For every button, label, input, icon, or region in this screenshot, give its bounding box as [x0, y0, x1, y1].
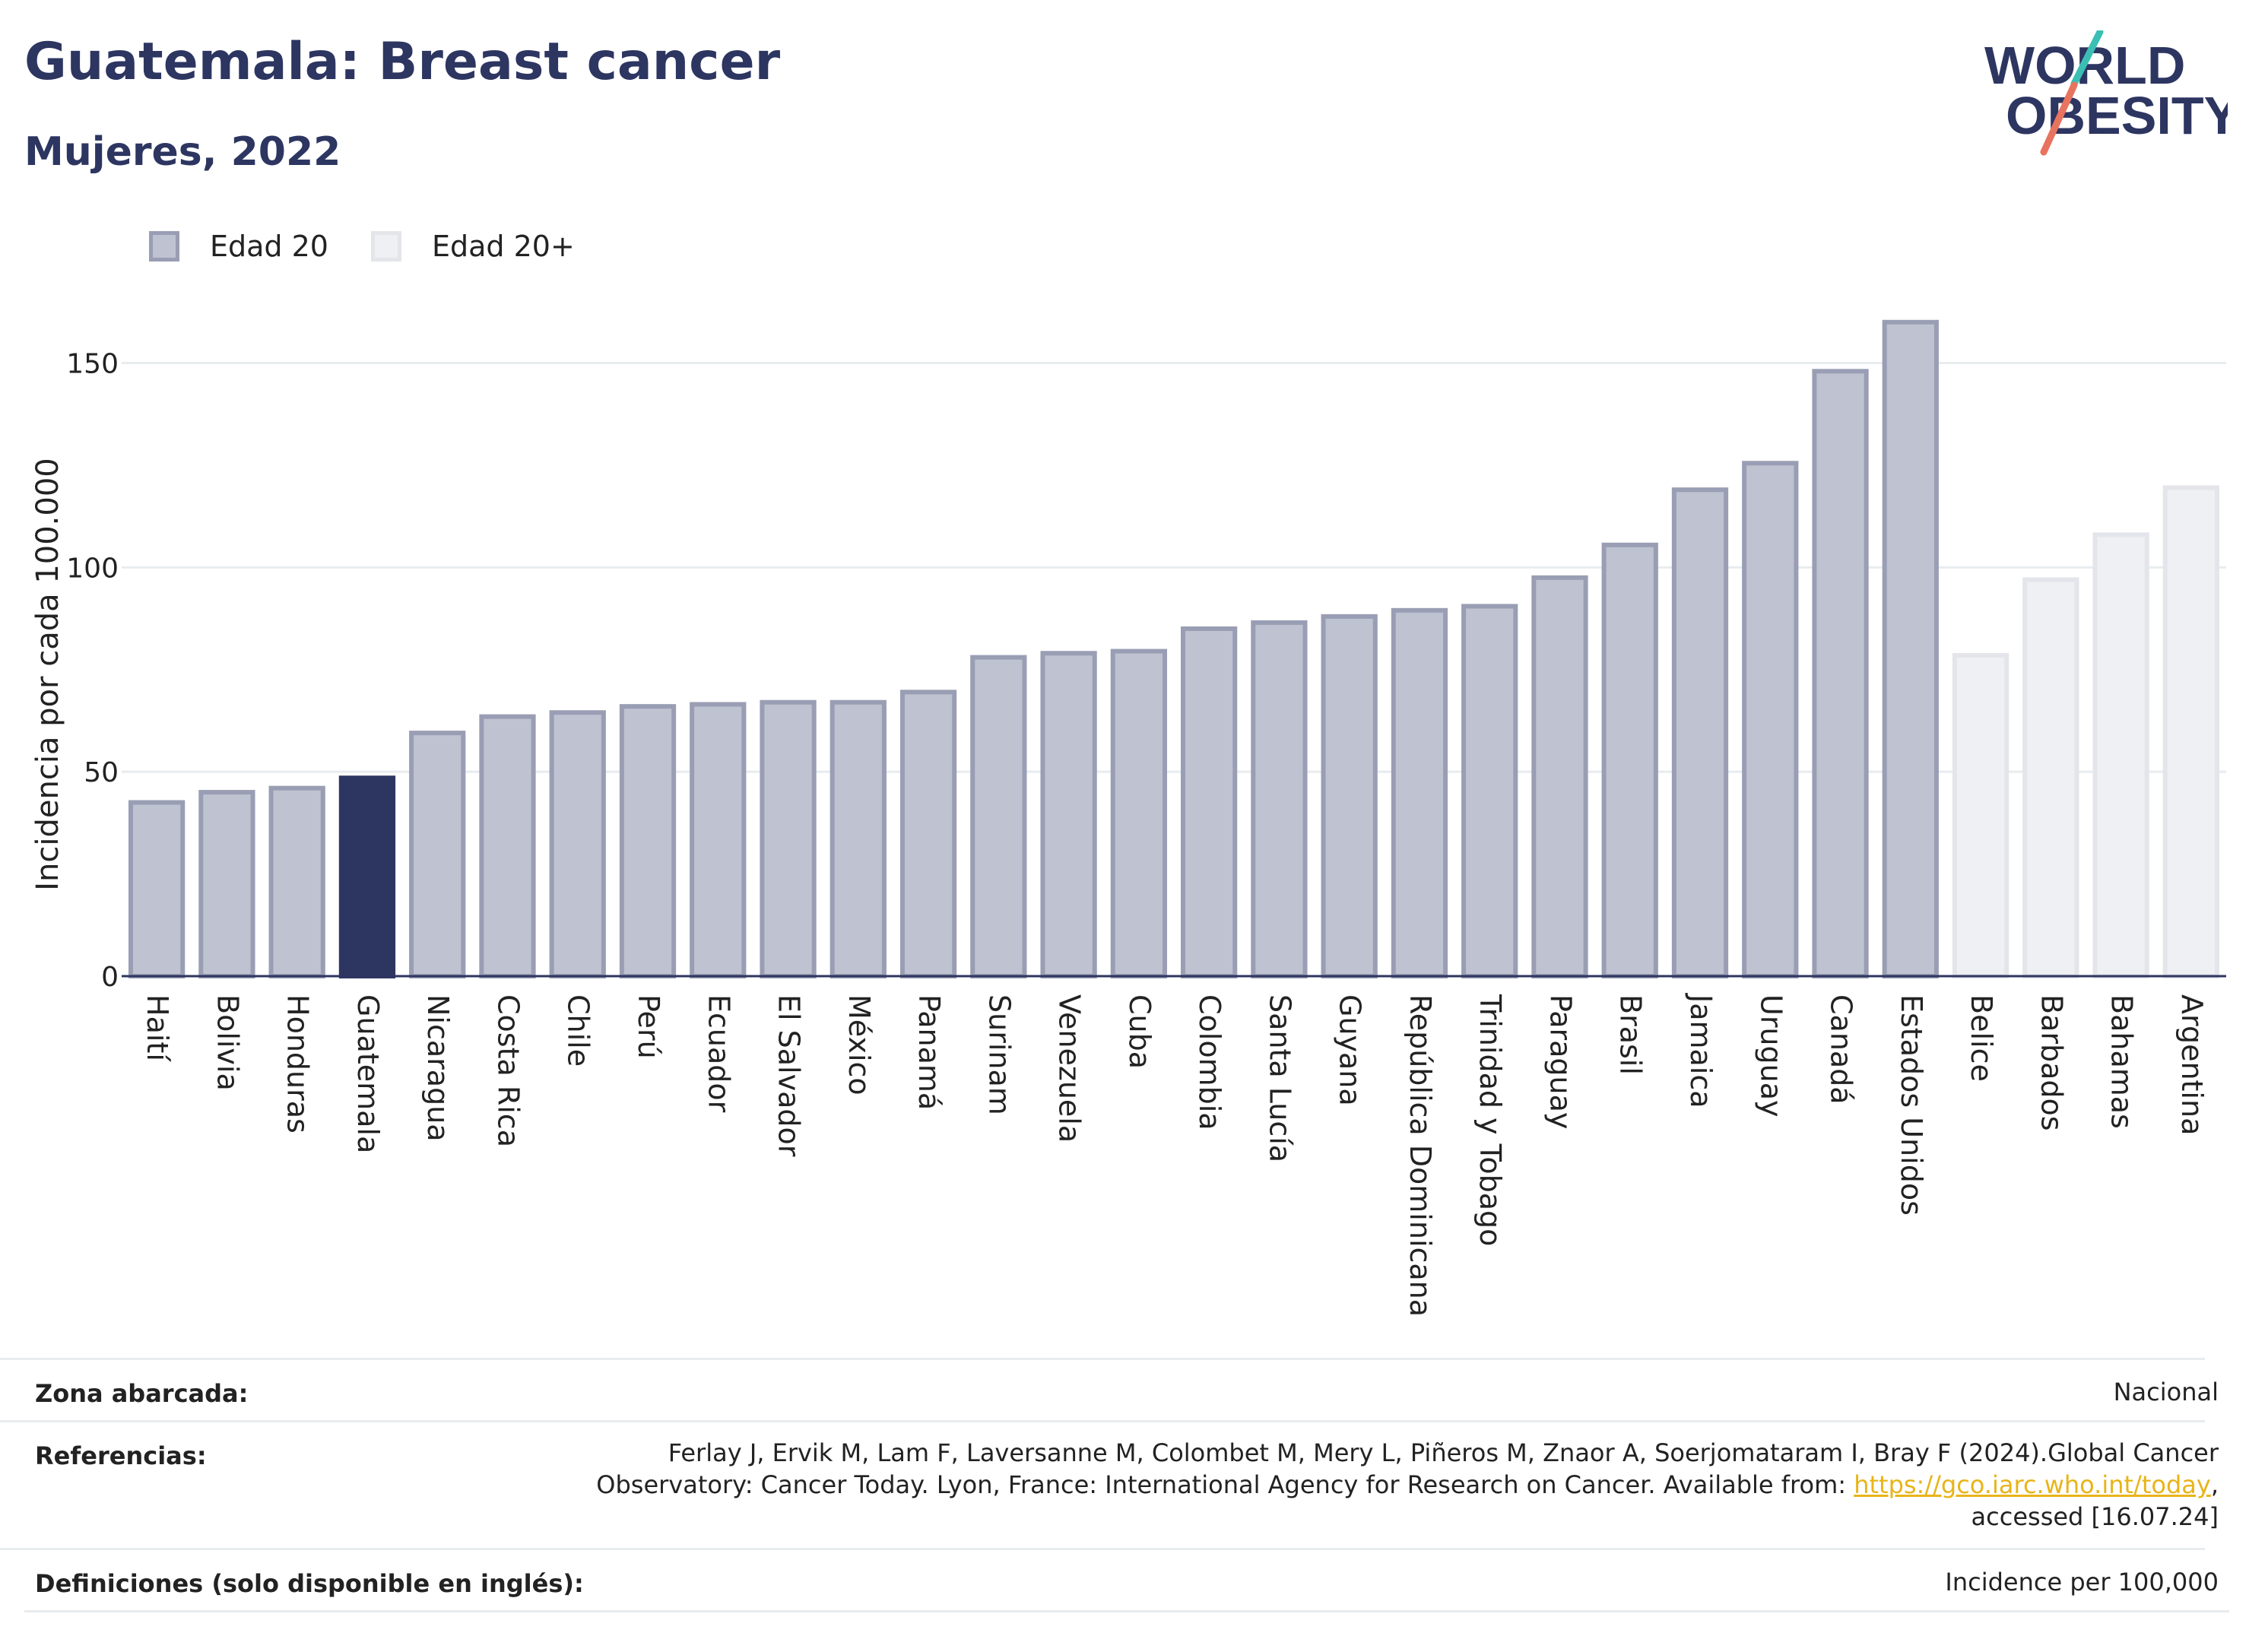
bar: [1742, 461, 1799, 978]
bar: [409, 731, 466, 978]
page-title: Guatemala: Breast cancer: [24, 32, 781, 92]
bar: [549, 710, 606, 978]
x-tick-label: Colombia: [1193, 994, 1226, 1130]
meta-divider-references: [0, 1420, 2205, 1422]
bar: [690, 702, 747, 979]
bar: [1952, 652, 2010, 979]
x-tick-label: Paraguay: [1543, 994, 1577, 1129]
bar: [2162, 485, 2220, 978]
x-tick-label: Guatemala: [351, 994, 385, 1153]
x-tick-label: Jamaica: [1684, 993, 1718, 1108]
x-tick-label: Honduras: [281, 994, 315, 1134]
bar: [1040, 651, 1097, 979]
x-tick-label: República Dominicana: [1404, 994, 1437, 1317]
coverage-label: Zona abarcada:: [35, 1379, 249, 1408]
bar: [479, 714, 536, 978]
bar: [1180, 626, 1238, 978]
bar: [1671, 487, 1729, 978]
bar: [268, 785, 325, 979]
references-label: Referencias:: [35, 1441, 207, 1470]
x-tick-label: Haití: [141, 994, 174, 1062]
bar: [1812, 369, 1869, 978]
bar-chart: 0 50 100 150 Incidencia por cada 100.000 Hait…: [30, 319, 2226, 1317]
legend-item-edad-20[interactable]: Edad 20: [149, 230, 328, 263]
x-tick-label: Trinidad y Tobago: [1473, 994, 1507, 1246]
bar: [198, 790, 255, 979]
references-line-3: accessed [16.07.24]: [1971, 1502, 2219, 1531]
x-tick-label: Panamá: [912, 994, 946, 1110]
references-line-2: Observatory: Cancer Today. Lyon, France:…: [470, 1469, 2219, 1501]
chart-legend: Edad 20 Edad 20+: [149, 225, 617, 268]
y-tick-label: 50: [84, 757, 119, 788]
x-tick-label: Surinam: [982, 994, 1016, 1115]
y-tick-label: 100: [66, 553, 119, 584]
meta-divider-bottom: [24, 1610, 2229, 1612]
x-tick-label: Barbados: [2035, 994, 2068, 1131]
x-tick-label: Santa Lucía: [1263, 994, 1296, 1162]
bar: [619, 704, 677, 978]
bar: [2022, 577, 2079, 978]
bar: [1321, 614, 1378, 979]
coverage-value: Nacional: [2113, 1378, 2219, 1406]
references-line-1: Ferlay J, Ervik M, Lam F, Laversanne M, …: [668, 1438, 2219, 1467]
y-tick-label: 150: [66, 349, 119, 380]
references-line-2-suffix: ,: [2210, 1470, 2219, 1499]
meta-divider-top: [0, 1358, 2205, 1360]
bar: [2092, 532, 2149, 978]
x-tick-label: Brasil: [1614, 994, 1648, 1075]
bar: [128, 800, 186, 978]
references-link[interactable]: https://gco.iarc.who.int/today: [1854, 1470, 2211, 1499]
bar: [1110, 648, 1168, 979]
references-value: Ferlay J, Ervik M, Lam F, Laversanne M, …: [470, 1437, 2219, 1533]
logo-slash-coral: [2040, 81, 2078, 156]
definitions-label: Definiciones (solo disponible en inglés)…: [35, 1569, 584, 1598]
bar: [1531, 575, 1588, 978]
bar: [899, 690, 957, 978]
bar: [1882, 319, 1939, 978]
x-tick-label: Perú: [632, 994, 665, 1059]
x-tick-label: Argentina: [2175, 994, 2209, 1135]
x-tick-label: México: [842, 994, 876, 1096]
legend-label-edad-20: Edad 20: [210, 230, 328, 263]
x-tick-label: Canadá: [1825, 994, 1858, 1105]
y-tick-label: 0: [101, 962, 119, 993]
x-tick-label: Chile: [562, 994, 595, 1067]
x-tick-label: Bolivia: [211, 994, 244, 1091]
legend-swatch-edad-20-plus: [370, 231, 401, 262]
bar: [1461, 604, 1518, 978]
bar: [338, 775, 396, 978]
x-tick-label: Ecuador: [702, 994, 735, 1113]
world-obesity-logo: WORLD OBESITY: [1984, 30, 2228, 156]
y-axis-title: Incidencia por cada 100.000: [30, 458, 65, 891]
x-tick-label: Guyana: [1334, 994, 1367, 1106]
meta-divider-definitions: [0, 1548, 2205, 1550]
x-tick-label: Belice: [1965, 994, 1998, 1082]
legend-item-edad-20-plus[interactable]: Edad 20+: [370, 230, 575, 263]
definitions-value: Incidence per 100,000: [1945, 1568, 2219, 1597]
page-subtitle: Mujeres, 2022: [24, 129, 341, 175]
bar: [970, 655, 1027, 979]
x-tick-label: Venezuela: [1053, 994, 1086, 1143]
logo-word-obesity: OBESITY: [2006, 86, 2228, 145]
logo-slash-teal: [2070, 30, 2104, 87]
references-line-2-prefix: Observatory: Cancer Today. Lyon, France:…: [596, 1470, 1854, 1499]
bar: [760, 699, 817, 979]
bar: [829, 699, 887, 979]
bar: [1251, 620, 1308, 978]
legend-swatch-edad-20: [149, 231, 179, 262]
legend-label-edad-20-plus: Edad 20+: [431, 230, 575, 263]
x-tick-label: Nicaragua: [421, 994, 455, 1142]
x-tick-label: Cuba: [1123, 994, 1156, 1069]
x-tick-label: Bahamas: [2105, 994, 2139, 1129]
x-tick-label: Uruguay: [1754, 994, 1787, 1118]
bar: [1601, 542, 1658, 978]
bar: [1391, 607, 1448, 979]
x-tick-label: Costa Rica: [491, 994, 525, 1147]
x-tick-label: Estados Unidos: [1895, 994, 1928, 1216]
x-tick-label: El Salvador: [772, 994, 806, 1157]
